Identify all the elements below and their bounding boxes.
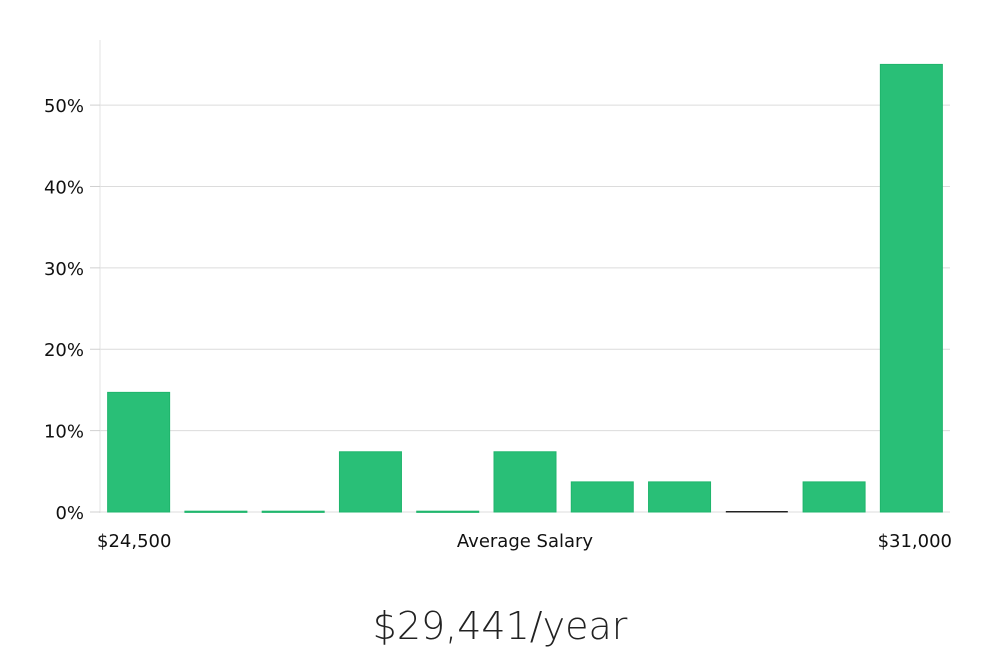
bar-10 xyxy=(802,481,866,513)
y-tick-label: 50% xyxy=(44,96,84,117)
y-tick-label: 10% xyxy=(44,422,84,443)
x-axis-title: Average Salary xyxy=(457,531,594,552)
bars xyxy=(107,63,943,513)
bar-11 xyxy=(879,63,943,513)
bar-9 xyxy=(725,511,788,513)
bar-8 xyxy=(648,481,712,513)
x-end-label: $31,000 xyxy=(878,531,952,552)
y-tick-label: 0% xyxy=(55,503,84,524)
bar-2 xyxy=(184,510,248,513)
bar-4 xyxy=(338,451,402,513)
bar-5 xyxy=(416,510,480,513)
average-salary-value: $29,441/year xyxy=(372,604,628,648)
axes xyxy=(90,40,101,513)
y-tick-label: 20% xyxy=(44,340,84,361)
bar-1 xyxy=(107,391,171,513)
bar-7 xyxy=(570,481,634,513)
axis-labels: 0% 10% 20% 30% 40% 50% $24,500 Average Salary $3… xyxy=(44,96,952,552)
gridlines xyxy=(100,104,950,513)
y-tick-label: 30% xyxy=(44,259,84,280)
x-start-label: $24,500 xyxy=(97,531,171,552)
bar-3 xyxy=(261,510,325,513)
bar-6 xyxy=(493,451,557,513)
y-tick-label: 40% xyxy=(44,177,84,198)
